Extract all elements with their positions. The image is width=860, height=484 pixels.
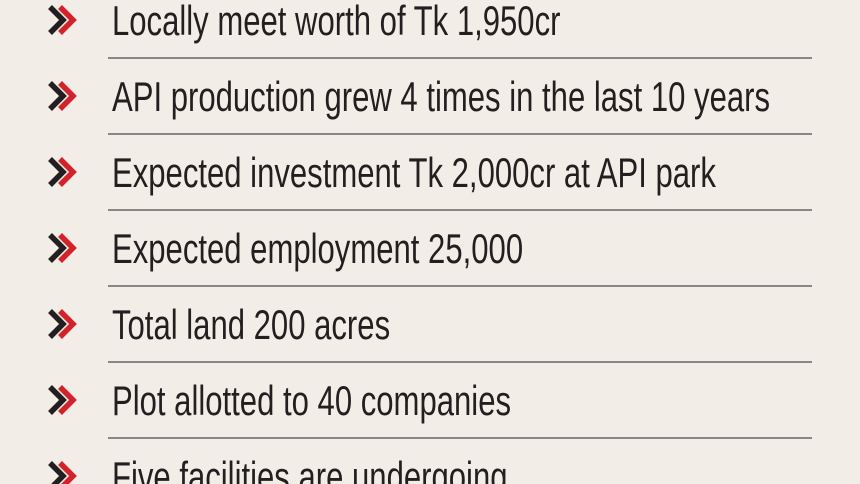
chevron-icon bbox=[58, 385, 77, 415]
chevron-icon bbox=[58, 309, 77, 339]
chevron-icon bbox=[48, 233, 67, 263]
list-item: Expected employment 25,000 bbox=[48, 225, 812, 287]
chevron-icon bbox=[48, 461, 67, 484]
item-text-group: Plot allotted to 40 companies bbox=[112, 377, 511, 424]
item-text: Total land 200 acres bbox=[112, 301, 390, 348]
item-text-group: Total land 200 acres bbox=[112, 301, 390, 348]
list-item: API production grew 4 times in the last … bbox=[48, 73, 812, 135]
list-item: Five facilities are undergoing bbox=[48, 453, 508, 484]
list-item: Locally meet worth of Tk 1,950cr bbox=[48, 0, 812, 59]
item-text: Expected investment Tk 2,000cr at API pa… bbox=[112, 149, 716, 196]
chevron-icon bbox=[58, 233, 77, 263]
list-item: Plot allotted to 40 companies bbox=[48, 377, 812, 439]
item-text: Plot allotted to 40 companies bbox=[112, 377, 511, 424]
item-text: API production grew 4 times in the last … bbox=[112, 73, 770, 120]
list-item: Expected investment Tk 2,000cr at API pa… bbox=[48, 149, 812, 211]
item-text-group: Expected investment Tk 2,000cr at API pa… bbox=[112, 149, 716, 196]
chevron-icon bbox=[58, 157, 77, 187]
item-text-group: API production grew 4 times in the last … bbox=[112, 73, 770, 120]
item-text: Five facilities are undergoing bbox=[112, 453, 508, 484]
chevron-icon bbox=[58, 461, 77, 484]
chevron-icon bbox=[48, 157, 67, 187]
list-item: Total land 200 acres bbox=[48, 301, 812, 363]
chevron-icon bbox=[58, 81, 77, 111]
item-text-group: Five facilities are undergoing bbox=[112, 453, 508, 484]
chevron-icon bbox=[58, 5, 77, 35]
chevron-icon bbox=[48, 5, 67, 35]
item-text: Expected employment 25,000 bbox=[112, 225, 523, 272]
chevron-icon bbox=[48, 309, 67, 339]
item-text-group: Expected employment 25,000 bbox=[112, 225, 523, 272]
chevron-icon bbox=[48, 81, 67, 111]
item-text: Locally meet worth of Tk 1,950cr bbox=[112, 0, 560, 44]
item-text-group: Locally meet worth of Tk 1,950cr bbox=[112, 0, 560, 44]
chevron-icon bbox=[48, 385, 67, 415]
